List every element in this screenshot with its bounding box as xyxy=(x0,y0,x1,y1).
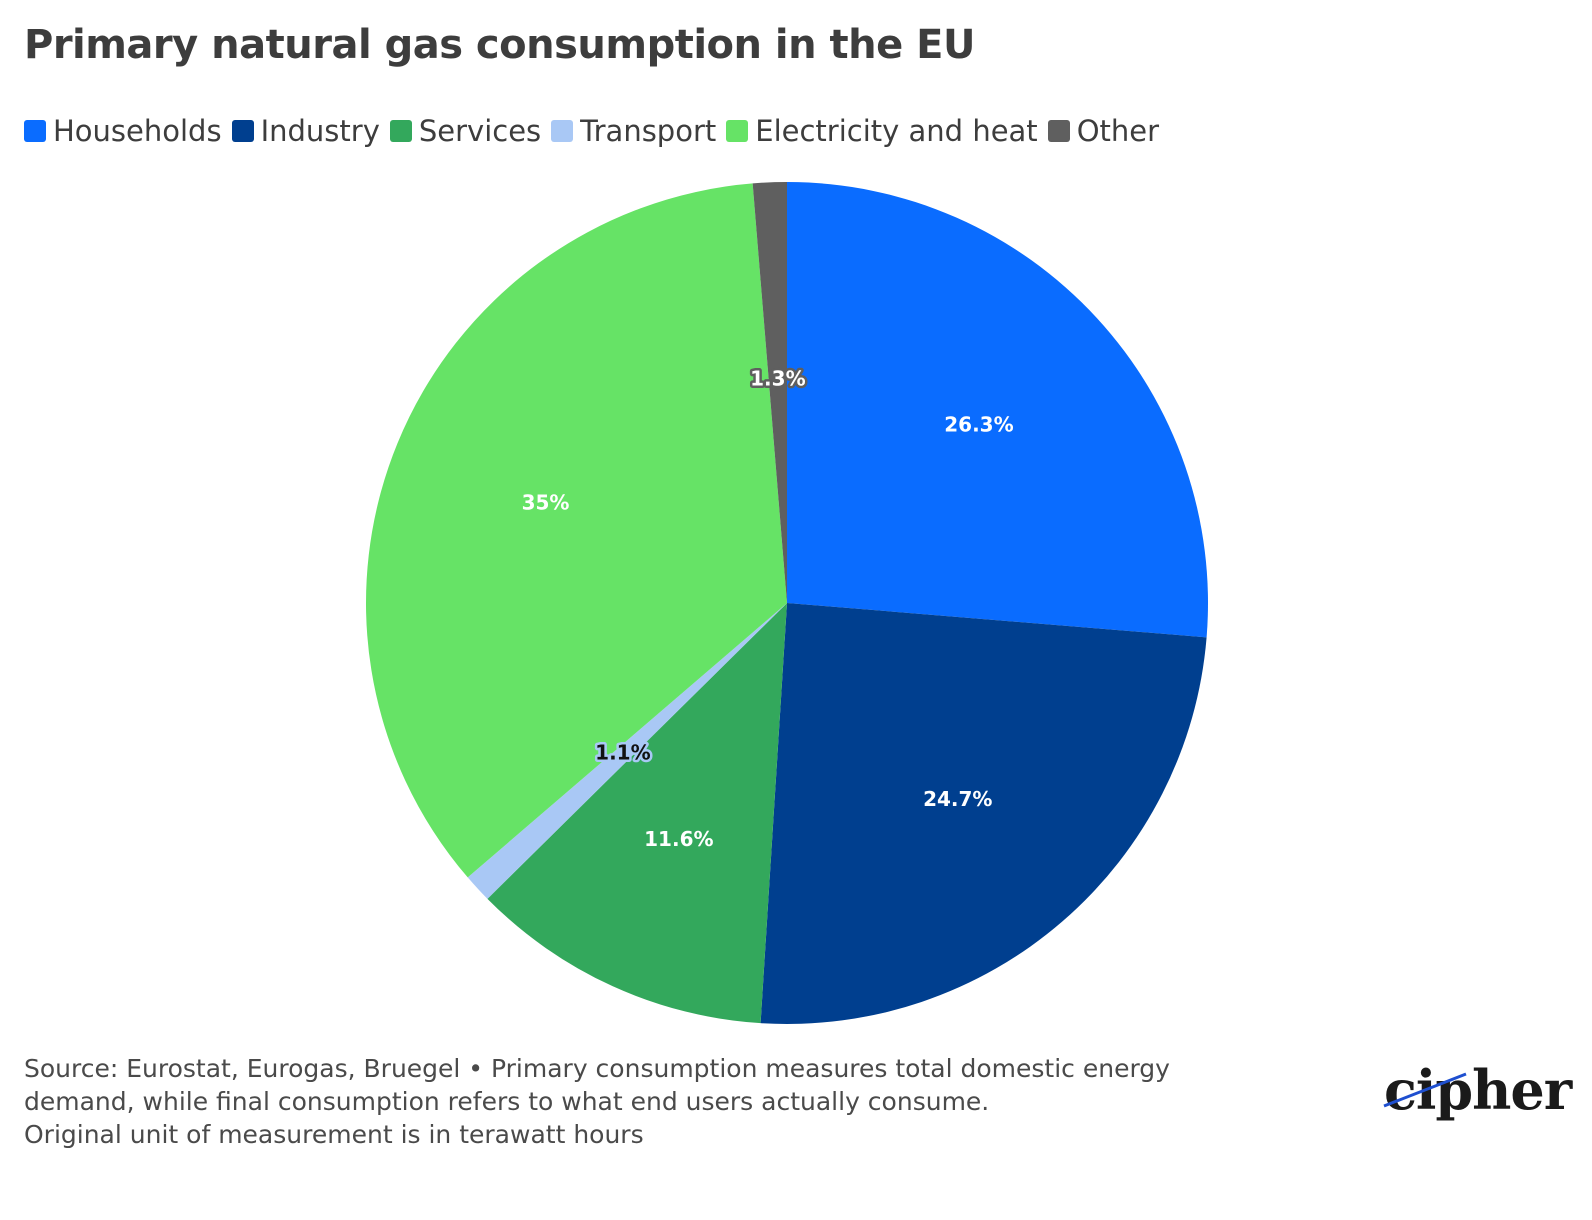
legend-item-services[interactable]: Services xyxy=(389,114,542,148)
pie-label-services: 11.6% xyxy=(644,827,713,851)
pie-label-households: 26.3% xyxy=(944,413,1013,437)
pie-slice-transport[interactable] xyxy=(467,603,787,899)
pie-slice-other[interactable] xyxy=(752,182,787,603)
pie-labels: 26.3% 24.7% 11.6% 1.1% 35% 1.3% xyxy=(522,364,1014,851)
pie-slice-electricity-and-heat[interactable] xyxy=(365,183,787,878)
legend-label: Industry xyxy=(260,114,380,148)
chart-footer: Source: Eurostat, Eurogas, Bruegel • Pri… xyxy=(24,1052,1334,1151)
legend-item-electricity-and-heat[interactable]: Electricity and heat xyxy=(726,114,1038,148)
pie-slice-households[interactable] xyxy=(787,182,1208,638)
footer-source-line: Source: Eurostat, Eurogas, Bruegel • Pri… xyxy=(24,1054,1170,1083)
logo-slash-mark xyxy=(1383,1072,1467,1108)
legend-swatch xyxy=(551,120,574,142)
legend-label: Electricity and heat xyxy=(755,114,1038,148)
legend-item-households[interactable]: Households xyxy=(24,114,222,148)
chart-legend: Households Industry Services Transport E… xyxy=(24,114,1169,148)
legend-swatch xyxy=(726,120,749,142)
cipher-logo: cipher xyxy=(1384,1058,1572,1122)
legend-label: Households xyxy=(53,114,222,148)
pie-label-other: 1.3% xyxy=(750,367,805,391)
legend-swatch xyxy=(389,120,412,142)
legend-label: Services xyxy=(418,114,542,148)
legend-swatch xyxy=(24,120,46,142)
legend-label: Transport xyxy=(580,114,717,148)
legend-item-industry[interactable]: Industry xyxy=(231,114,380,148)
pie-label-electricity-and-heat: 35% xyxy=(522,490,570,514)
legend-item-transport[interactable]: Transport xyxy=(551,114,716,148)
pie-label-transport: 1.1% xyxy=(595,741,650,765)
legend-label: Other xyxy=(1076,114,1160,148)
legend-swatch xyxy=(231,120,254,142)
pie-slice-services[interactable] xyxy=(487,603,787,1024)
footer-unit-line: Original unit of measurement is in teraw… xyxy=(24,1120,644,1149)
pie-slice-industry[interactable] xyxy=(760,603,1207,1024)
chart-title: Primary natural gas consumption in the E… xyxy=(24,22,975,68)
footer-definition-line: demand, while final consumption refers t… xyxy=(24,1087,990,1116)
pie-slices xyxy=(365,182,1208,1024)
pie-label-industry: 24.7% xyxy=(923,787,992,811)
legend-item-other[interactable]: Other xyxy=(1047,114,1160,148)
legend-swatch xyxy=(1047,120,1070,142)
